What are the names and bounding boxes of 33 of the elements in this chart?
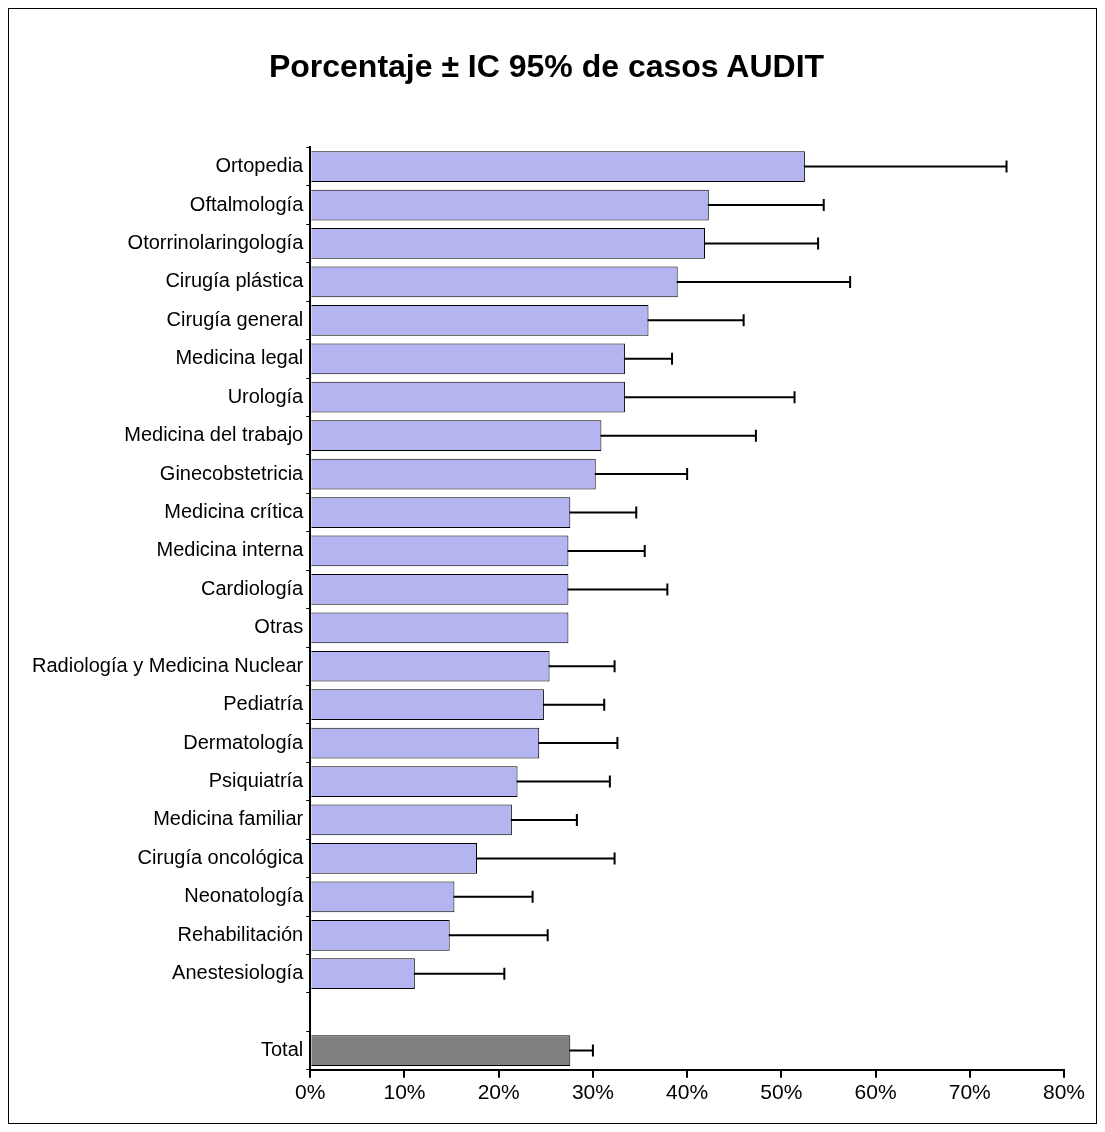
- y-tick-label: Cirugía general: [166, 307, 304, 330]
- y-tick-label: Otorrinolaringología: [127, 231, 305, 253]
- x-tick-label: 60%: [854, 1080, 897, 1104]
- y-tick-label: Pediatría: [223, 692, 305, 715]
- y-tick-label: Medicina crítica: [164, 500, 305, 523]
- y-tick-label: Psiquiatría: [208, 769, 305, 792]
- y-tick-label: Medicina legal: [175, 346, 304, 369]
- x-tick-label: 70%: [948, 1080, 991, 1104]
- y-tick-label: Rehabilitación: [177, 922, 304, 945]
- y-tick-label: Dermatología: [183, 730, 305, 753]
- y-tick-label: Total: [261, 1038, 304, 1061]
- x-tick-label: 20%: [477, 1080, 520, 1104]
- y-tick-label: Ortopedia: [215, 154, 305, 177]
- chart-title: Porcentaje ± IC 95% de casos AUDIT: [268, 48, 825, 85]
- y-tick-label: Cirugía plástica: [165, 269, 305, 292]
- x-tick-label: 40%: [666, 1080, 709, 1104]
- y-tick-label: Medicina del trabajo: [124, 423, 304, 446]
- y-tick-label: Cirugía oncológica: [137, 845, 305, 868]
- y-tick-label: Radiología y Medicina Nuclear: [32, 653, 304, 676]
- y-tick-label: Neonatología: [184, 884, 305, 907]
- y-tick-label: Anestesiología: [172, 961, 305, 984]
- y-tick-label: Cardiología: [200, 576, 305, 599]
- y-tick-label: Urología: [227, 384, 305, 407]
- y-tick-label: Medicina interna: [156, 538, 305, 561]
- x-tick-label: 30%: [571, 1080, 614, 1104]
- y-tick-label: Medicina familiar: [153, 807, 304, 830]
- y-tick-label: Otras: [254, 615, 304, 638]
- x-tick-label: 10%: [383, 1080, 426, 1104]
- x-tick-label: 0%: [295, 1080, 326, 1104]
- y-tick-label: Oftalmología: [189, 192, 305, 215]
- x-tick-label: 50%: [760, 1080, 803, 1104]
- y-tick-label: Ginecobstetricia: [159, 461, 305, 484]
- x-tick-label: 80%: [1042, 1080, 1086, 1104]
